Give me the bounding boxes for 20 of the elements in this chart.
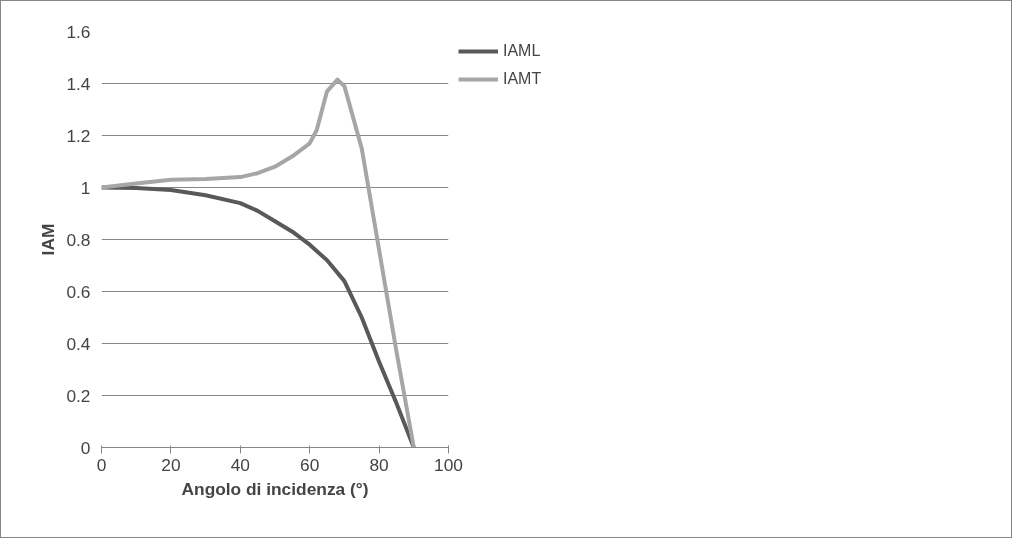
y-tick-label: 0: [80, 437, 91, 458]
x-tick-label: 80: [369, 454, 389, 475]
y-tick-label: 0.8: [66, 229, 91, 250]
legend-label: IAMT: [503, 70, 542, 88]
y-tick-label: 0.6: [66, 281, 91, 302]
y-tick-label: 0.2: [66, 385, 91, 406]
y-axis-title: IAM: [38, 223, 59, 256]
x-tick-label: 20: [161, 454, 181, 475]
y-tick-label: 1: [80, 177, 91, 198]
x-tick-label: 60: [300, 454, 320, 475]
x-axis-title: Angolo di incidenza (°): [181, 478, 369, 499]
x-tick-label: 100: [434, 454, 463, 475]
y-tick-label: 1.2: [66, 125, 91, 146]
x-tick-label: 40: [230, 454, 250, 475]
legend-label: IAML: [503, 42, 541, 60]
line-series: [101, 77, 416, 448]
x-tick-label: 0: [96, 454, 107, 475]
y-tick-label: 0.4: [66, 333, 91, 354]
y-tick-label: 1.4: [66, 73, 91, 94]
y-tick-label: 1.6: [66, 21, 91, 42]
